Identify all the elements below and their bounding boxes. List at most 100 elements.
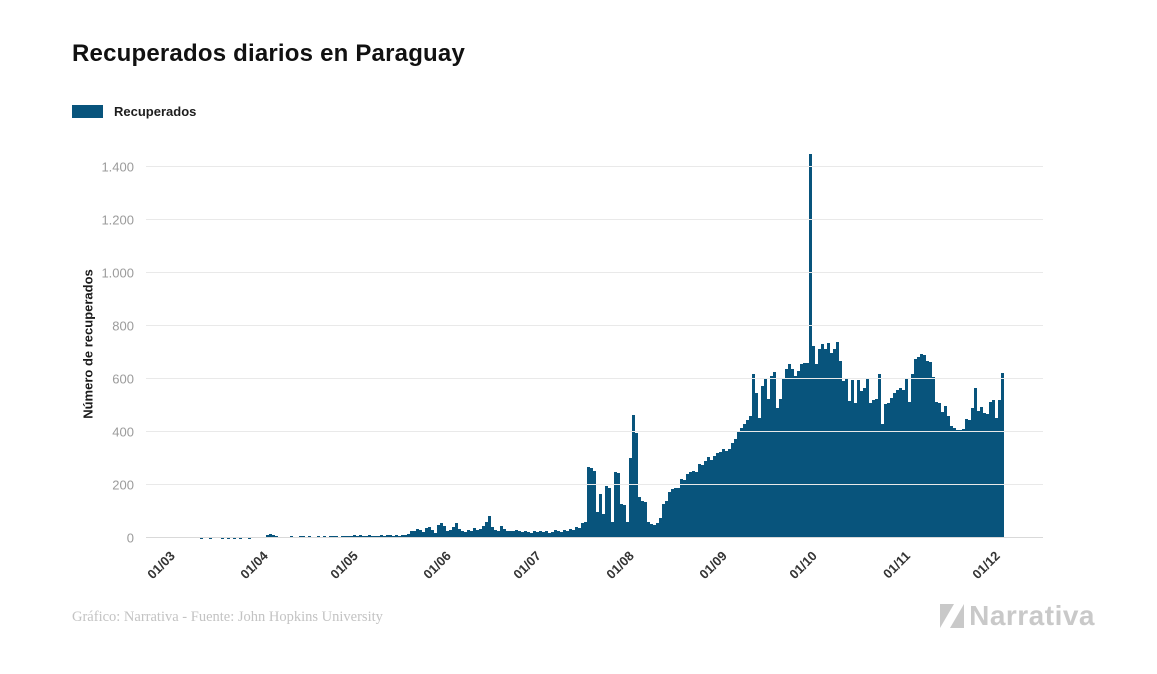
gridline-y-1200 xyxy=(146,219,1043,221)
bar xyxy=(593,470,596,538)
bar xyxy=(590,467,593,538)
bar xyxy=(401,534,404,538)
bar xyxy=(818,349,821,538)
bar xyxy=(683,479,686,538)
bar xyxy=(473,527,476,538)
bar xyxy=(512,531,515,538)
bar-series xyxy=(173,150,1004,538)
bar xyxy=(680,478,683,538)
legend-swatch xyxy=(72,105,103,118)
bar xyxy=(701,464,704,538)
bar xyxy=(881,424,884,538)
bar xyxy=(836,342,839,538)
bar xyxy=(491,527,494,538)
x-tick-label-01-06: 01/06 xyxy=(420,548,455,582)
x-tick-label-01-08: 01/08 xyxy=(603,548,638,582)
bar xyxy=(857,379,860,538)
plot-area: Número de recuperados 0 200 400 600 800 1.000… xyxy=(81,150,1043,582)
bar xyxy=(692,471,695,538)
bar xyxy=(506,530,509,538)
bar xyxy=(815,364,818,538)
bar xyxy=(599,494,602,538)
bar xyxy=(635,432,638,538)
bar xyxy=(485,522,488,538)
bar xyxy=(875,399,878,538)
bar xyxy=(782,377,785,538)
bar xyxy=(359,535,362,538)
bar xyxy=(509,530,512,538)
bar xyxy=(785,369,788,538)
bar xyxy=(347,535,350,538)
bar xyxy=(647,522,650,538)
bar xyxy=(398,535,401,538)
bar xyxy=(515,530,518,538)
bar xyxy=(995,417,998,538)
bar xyxy=(980,407,983,538)
bar xyxy=(884,404,887,538)
bar xyxy=(383,535,386,538)
bar xyxy=(470,531,473,538)
bar xyxy=(677,488,680,538)
bar xyxy=(656,523,659,538)
bar xyxy=(779,398,782,538)
bar xyxy=(644,502,647,538)
bar xyxy=(698,463,701,538)
bar xyxy=(743,424,746,538)
bar xyxy=(395,535,398,538)
gridline-y-200 xyxy=(146,484,1043,486)
bar xyxy=(749,416,752,538)
bar xyxy=(476,530,479,538)
narrativa-logo-text: Narrativa xyxy=(969,600,1095,631)
gridline-y-0 xyxy=(146,537,1043,538)
bar xyxy=(755,393,758,538)
bar xyxy=(806,362,809,538)
bar xyxy=(971,408,974,538)
bar xyxy=(605,486,608,538)
bar xyxy=(839,361,842,538)
bar xyxy=(596,511,599,538)
bar xyxy=(425,527,428,538)
x-tick-label-01-09: 01/09 xyxy=(696,548,731,582)
bar xyxy=(572,530,575,538)
gridline-y-600 xyxy=(146,378,1043,380)
x-tick-label-01-07: 01/07 xyxy=(510,548,545,582)
bar xyxy=(761,386,764,538)
bar xyxy=(575,526,578,538)
bar xyxy=(467,529,470,538)
bar xyxy=(890,397,893,538)
narrativa-logo-icon xyxy=(940,604,965,628)
bar xyxy=(860,391,863,538)
bar xyxy=(773,371,776,538)
bar xyxy=(917,356,920,538)
bar xyxy=(803,363,806,538)
bar xyxy=(356,535,359,538)
bar xyxy=(689,471,692,538)
bar xyxy=(956,429,959,538)
bar xyxy=(929,362,932,538)
bar xyxy=(638,496,641,538)
bar xyxy=(446,531,449,538)
bar xyxy=(914,359,917,538)
bar xyxy=(950,426,953,538)
bar xyxy=(434,532,437,538)
bar xyxy=(809,154,812,538)
bar xyxy=(674,487,677,538)
bar xyxy=(893,393,896,538)
bar xyxy=(620,503,623,538)
bar xyxy=(800,364,803,538)
bar xyxy=(869,403,872,538)
bar xyxy=(812,346,815,538)
bar xyxy=(947,416,950,538)
bar xyxy=(542,532,545,538)
source-credit: Gráfico: Narrativa - Fuente: John Hopkin… xyxy=(72,609,383,625)
bar xyxy=(614,471,617,538)
bar xyxy=(569,528,572,538)
bar xyxy=(488,515,491,538)
bar xyxy=(386,535,389,538)
bar xyxy=(623,504,626,538)
bar xyxy=(371,535,374,538)
bar xyxy=(662,503,665,538)
bar xyxy=(587,466,590,538)
bar xyxy=(713,455,716,538)
